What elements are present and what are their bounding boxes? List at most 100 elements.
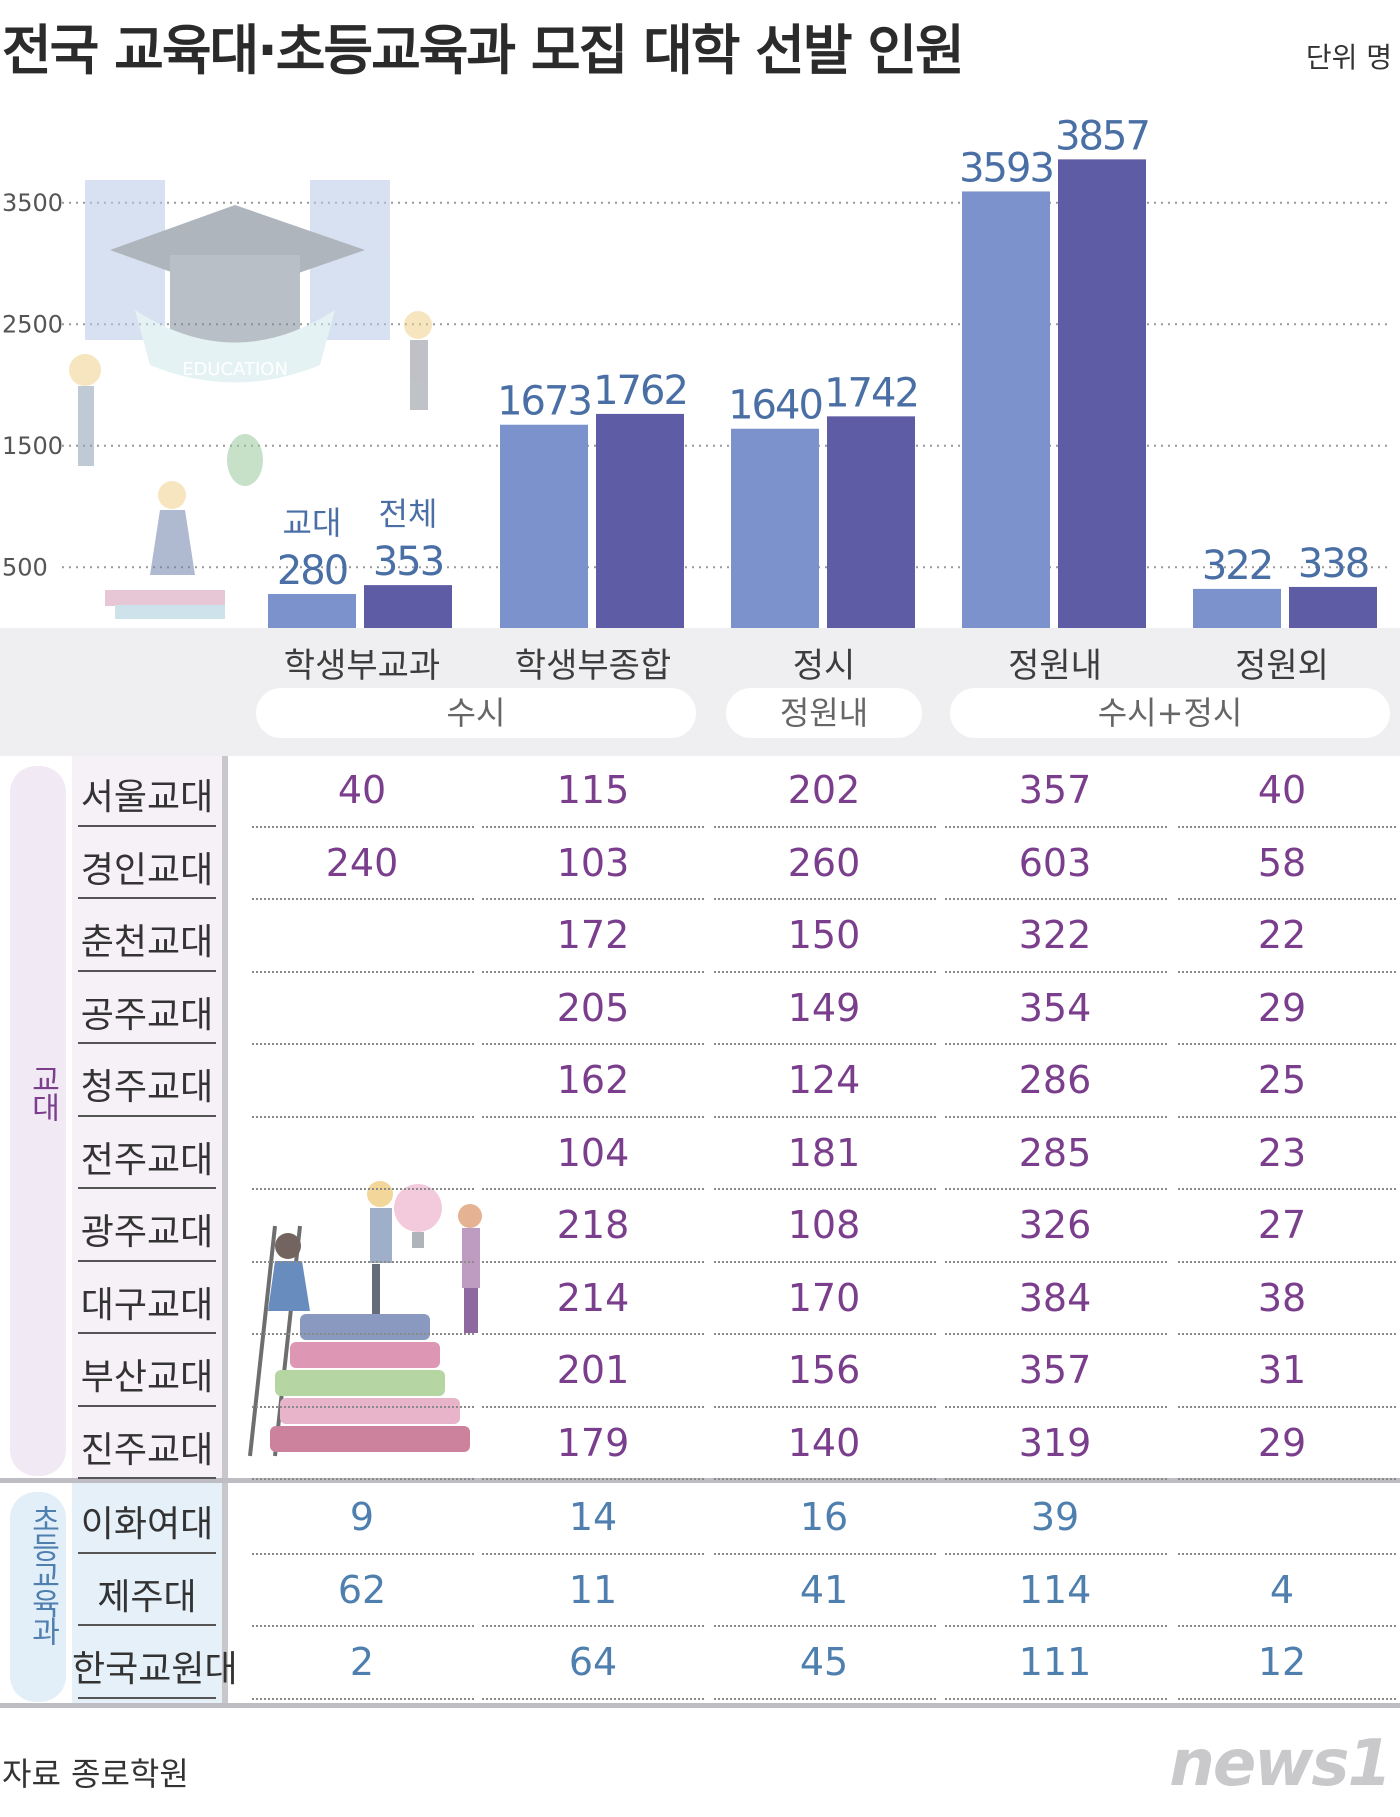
education-illustration: EDUCATION <box>69 180 432 619</box>
table-cell: 319 <box>1018 1420 1092 1465</box>
y-tick-label: 2500 <box>2 310 63 338</box>
table-cell: 286 <box>1018 1058 1092 1102</box>
row-divider <box>252 1697 474 1700</box>
table-cell: 170 <box>787 1275 861 1320</box>
table-cell: 150 <box>787 913 861 957</box>
y-tick-label: 3500 <box>2 189 63 217</box>
table-cell: 172 <box>556 913 630 957</box>
table-cell: 322 <box>1018 913 1092 957</box>
gyodae-side-label: 교대 <box>25 1064 60 1120</box>
unit-label: 단위 명 <box>1305 41 1392 74</box>
name-divider <box>78 1477 216 1479</box>
row-divider <box>945 1697 1167 1700</box>
row-divider <box>252 825 474 828</box>
row-divider <box>945 1260 1167 1263</box>
table-cell: 27 <box>1257 1203 1307 1247</box>
row-divider <box>1178 1625 1396 1627</box>
row-divider <box>945 1625 1167 1627</box>
table-section-divider <box>0 1478 1400 1483</box>
table-cell: 29 <box>1257 1420 1307 1465</box>
source-note: 자료 종로학원 <box>2 1755 189 1793</box>
row-divider <box>714 1552 936 1555</box>
row-divider <box>482 1552 704 1555</box>
name-divider <box>78 1332 216 1334</box>
table-cell: 202 <box>787 768 861 812</box>
table-cell: 14 <box>568 1495 618 1539</box>
row-divider <box>482 1478 704 1480</box>
table-cell: 16 <box>799 1495 849 1539</box>
table-cell: 218 <box>556 1203 630 1247</box>
row-divider <box>714 1333 936 1335</box>
bar-value-label: 1762 <box>593 368 687 414</box>
legend-label: 교대 <box>283 504 342 542</box>
table-cell: 285 <box>1018 1130 1092 1175</box>
table-cell: 22 <box>1257 913 1307 957</box>
table-cell: 115 <box>556 768 630 812</box>
table-cell: 179 <box>556 1420 630 1465</box>
bar-gyodae <box>1193 588 1281 628</box>
row-name: 이화여대 <box>80 1504 214 1545</box>
table-cell: 326 <box>1018 1203 1092 1247</box>
row-divider <box>1178 1405 1396 1408</box>
bar-value-label: 3593 <box>959 145 1053 191</box>
table-divider <box>222 756 228 1706</box>
row-divider <box>714 1478 936 1480</box>
name-divider <box>78 1624 216 1626</box>
table-cell: 40 <box>337 768 387 812</box>
row-divider <box>1178 898 1396 900</box>
row-divider <box>1178 1333 1396 1335</box>
table-cell: 384 <box>1018 1275 1092 1320</box>
table-cell: 260 <box>787 840 861 885</box>
table-cell: 205 <box>556 985 630 1030</box>
row-divider <box>252 1260 474 1263</box>
table-cell: 214 <box>556 1275 630 1320</box>
row-name: 부산교대 <box>80 1357 214 1398</box>
row-divider <box>482 970 704 973</box>
row-divider <box>1178 1043 1396 1045</box>
category-label: 학생부종합 <box>514 646 672 686</box>
table-cell: 40 <box>1257 768 1307 812</box>
row-divider <box>945 1552 1167 1555</box>
y-tick-label: 500 <box>2 553 48 581</box>
table-cell: 4 <box>1269 1567 1295 1612</box>
row-divider <box>482 1115 704 1118</box>
row-name: 춘천교대 <box>80 922 214 963</box>
bar-gyodae <box>268 593 356 628</box>
table-cell: 11 <box>568 1567 618 1612</box>
cho-side-label: 초등교육과 <box>25 1504 60 1644</box>
table-cell: 114 <box>1018 1567 1092 1612</box>
row-divider <box>252 1552 474 1555</box>
row-divider <box>482 1697 704 1700</box>
bar-value-label: 3857 <box>1055 113 1149 159</box>
row-divider <box>945 825 1167 828</box>
bar-value-label: 1640 <box>728 383 822 429</box>
bar-gyodae <box>731 428 819 628</box>
table-cell: 240 <box>325 840 399 885</box>
bar-value-label: 1742 <box>824 370 918 416</box>
table-cell: 354 <box>1018 985 1092 1030</box>
row-divider <box>482 825 704 828</box>
table-cell: 357 <box>1018 768 1092 812</box>
row-divider <box>945 1405 1167 1408</box>
row-name: 광주교대 <box>80 1212 214 1253</box>
table-cell: 111 <box>1018 1640 1092 1684</box>
table-cell: 156 <box>787 1348 861 1392</box>
table-cell: 104 <box>556 1130 630 1175</box>
bar-total <box>1289 586 1377 628</box>
row-divider <box>252 1333 474 1335</box>
row-divider <box>252 1115 474 1118</box>
row-divider <box>482 898 704 900</box>
row-divider <box>945 970 1167 973</box>
row-divider <box>1178 825 1396 828</box>
bar-value-label: 353 <box>373 539 443 585</box>
bar-total <box>827 416 915 628</box>
name-divider <box>78 897 216 899</box>
y-tick-label: 1500 <box>2 432 63 460</box>
row-divider <box>714 1697 936 1700</box>
table-cell: 12 <box>1257 1640 1307 1684</box>
row-divider <box>714 1043 936 1045</box>
row-divider <box>1178 1552 1396 1555</box>
cho-name-column <box>72 1483 222 1703</box>
name-divider <box>78 824 216 827</box>
row-divider <box>482 1188 704 1190</box>
